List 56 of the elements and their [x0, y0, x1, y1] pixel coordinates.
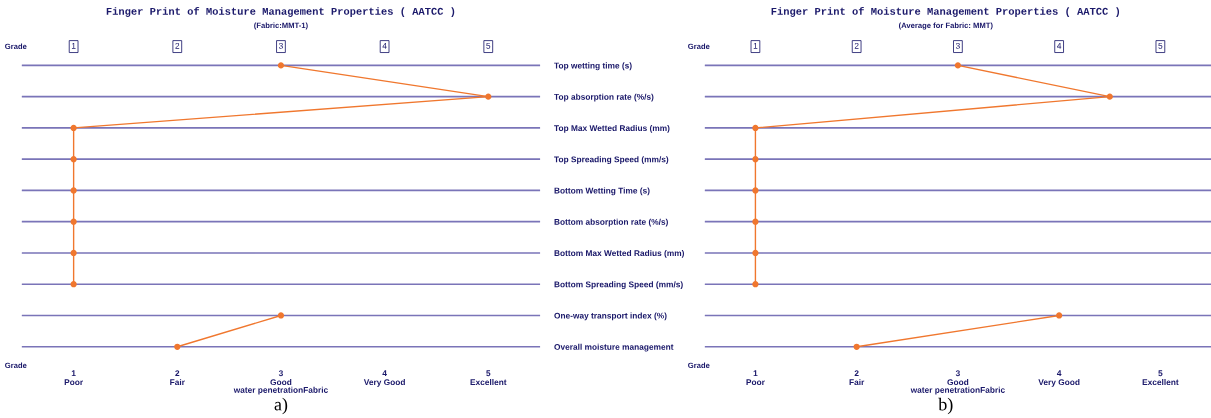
point	[752, 124, 759, 132]
x-tick-label: 4 Very Good	[363, 370, 405, 387]
text: b)	[938, 397, 953, 415]
x2-tick-label: 3	[955, 42, 960, 49]
x-tick-label: 2 Fair	[849, 370, 865, 386]
y-tick-label: One-way transport index (%)	[554, 312, 667, 321]
point	[70, 187, 77, 194]
point	[70, 218, 77, 225]
x2-tick-label: 2	[854, 42, 859, 49]
x2-tick-label: 2	[175, 42, 180, 49]
point	[70, 249, 77, 257]
x2-tick-label: 1	[753, 42, 758, 49]
x-axis-title: water penetrationFabric	[910, 386, 1005, 395]
x-tick-label: 1 Poor	[746, 370, 765, 386]
x-tick-label: 3 Good	[947, 370, 969, 386]
y-tick-label: Top absorption rate (%/s)	[554, 93, 654, 102]
text: a)	[274, 397, 288, 415]
x2-tick-label: 4	[382, 42, 387, 49]
x-axis-title: water penetrationFabric	[233, 386, 328, 395]
x2-tick-label: 5	[486, 42, 491, 49]
x-tick-label: 3 Good	[270, 370, 292, 386]
x-tick-label: 5 Excellent	[1142, 370, 1179, 386]
y-tick-label: Top Max Wetted Radius (mm)	[554, 124, 670, 133]
point	[752, 156, 759, 163]
point	[277, 312, 285, 319]
chart-title: Finger Print of Moisture Management Properties ( AATCC )	[106, 7, 455, 17]
x2-tick-label: 1	[71, 42, 76, 49]
x-tick-label: 5 Excellent	[470, 370, 507, 386]
point	[954, 62, 962, 69]
x2-tick-label: 3	[278, 42, 283, 49]
x-tick-label: 1 Poor	[64, 370, 83, 386]
y-tick-label: Bottom Spreading Speed (mm/s)	[554, 281, 683, 290]
y-tick-label: Top wetting time (s)	[554, 62, 632, 71]
y-tick-label: Bottom Max Wetted Radius (mm)	[554, 249, 684, 258]
point	[1106, 93, 1113, 100]
chart-title: Finger Print of Moisture Management Properties ( AATCC )	[771, 7, 1120, 17]
point	[70, 281, 77, 288]
x-tick-label: 2 Fair	[170, 370, 185, 386]
point	[70, 124, 77, 132]
point	[752, 187, 759, 194]
x2-tick-label: 5	[1158, 42, 1163, 49]
x2-tick-label: 4	[1057, 42, 1062, 49]
point	[277, 62, 285, 69]
point	[853, 343, 860, 350]
point	[1056, 312, 1063, 319]
y-tick-label: Top Spreading Speed (mm/s)	[554, 156, 669, 164]
point	[70, 156, 77, 163]
y-tick-label: Overall moisture management	[554, 343, 674, 352]
point	[752, 218, 759, 225]
point	[485, 93, 492, 100]
point	[752, 281, 759, 288]
point	[752, 249, 759, 257]
y-tick-label: Bottom absorption rate (%/s)	[554, 218, 668, 227]
point	[174, 343, 181, 350]
x-tick-label: 4 Very Good	[1038, 370, 1080, 387]
y-tick-label: Bottom Wetting Time (s)	[554, 187, 650, 196]
